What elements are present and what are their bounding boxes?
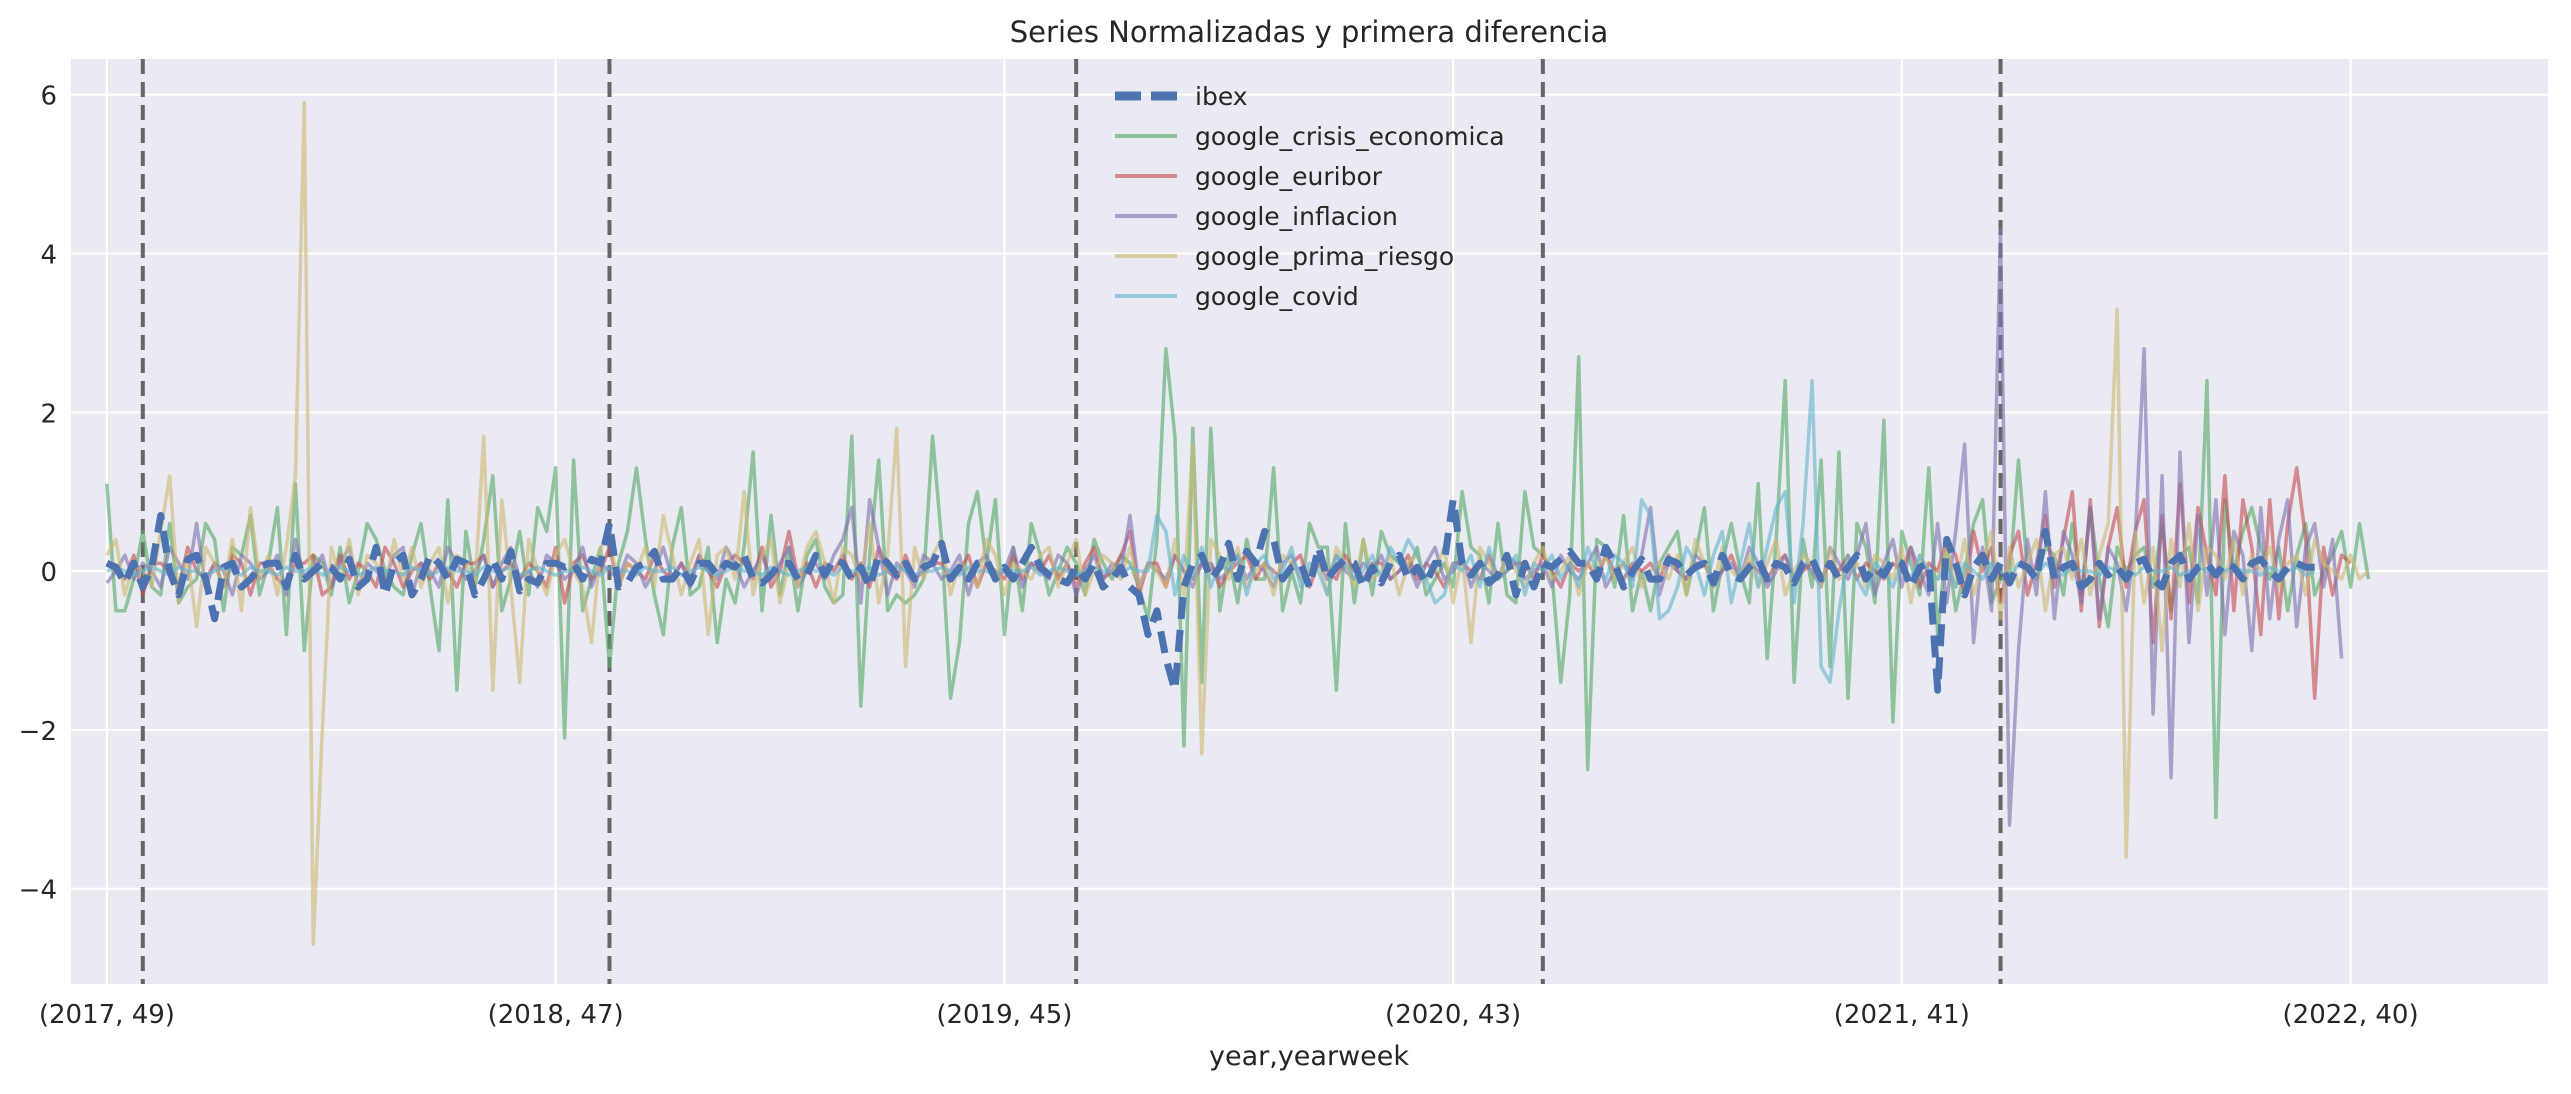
x-axis-label: year,yearweek bbox=[1209, 1041, 1409, 1072]
legend-label-ibex: ibex bbox=[1195, 82, 1248, 111]
x-tick-label: (2020, 43) bbox=[1385, 1000, 1521, 1030]
legend-label-google_crisis_economica: google_crisis_economica bbox=[1195, 122, 1505, 151]
y-tick-label: 0 bbox=[40, 558, 57, 588]
series-line-google_inflacion bbox=[105, 227, 2344, 827]
x-tick-label: (2017, 49) bbox=[39, 1000, 175, 1030]
legend-label-google_prima_riesgo: google_prima_riesgo bbox=[1195, 242, 1454, 271]
x-tick-label: (2021, 41) bbox=[1834, 1000, 1970, 1030]
legend-label-google_covid: google_covid bbox=[1195, 282, 1359, 311]
y-tick-label: 2 bbox=[40, 399, 57, 429]
x-tick-label: (2018, 47) bbox=[488, 1000, 624, 1030]
legend: ibex google_crisis_economica google_euribo… bbox=[1115, 82, 1505, 311]
series-line-ibex bbox=[105, 496, 2315, 694]
chart-title: Series Normalizadas y primera diferencia bbox=[1010, 15, 1608, 49]
legend-label-google_euribor: google_euribor bbox=[1195, 162, 1383, 191]
legend-label-google_inflacion: google_inflacion bbox=[1195, 202, 1398, 231]
y-tick-label: −2 bbox=[19, 717, 57, 747]
series-line-google_prima_riesgo bbox=[105, 100, 2370, 947]
series-layer bbox=[105, 100, 2371, 947]
x-tick-label: (2019, 45) bbox=[936, 1000, 1072, 1030]
y-tick-label: 6 bbox=[40, 82, 57, 112]
y-tick-label: −4 bbox=[19, 876, 57, 906]
tick-labels: −4 −2 0 2 4 6 (2017, 49) (2018, 47) (2019, 45) (2… bbox=[19, 82, 2419, 1030]
y-tick-label: 4 bbox=[40, 241, 57, 271]
x-tick-label: (2022, 40) bbox=[2283, 1000, 2419, 1030]
vertical-markers bbox=[140, 59, 2003, 984]
